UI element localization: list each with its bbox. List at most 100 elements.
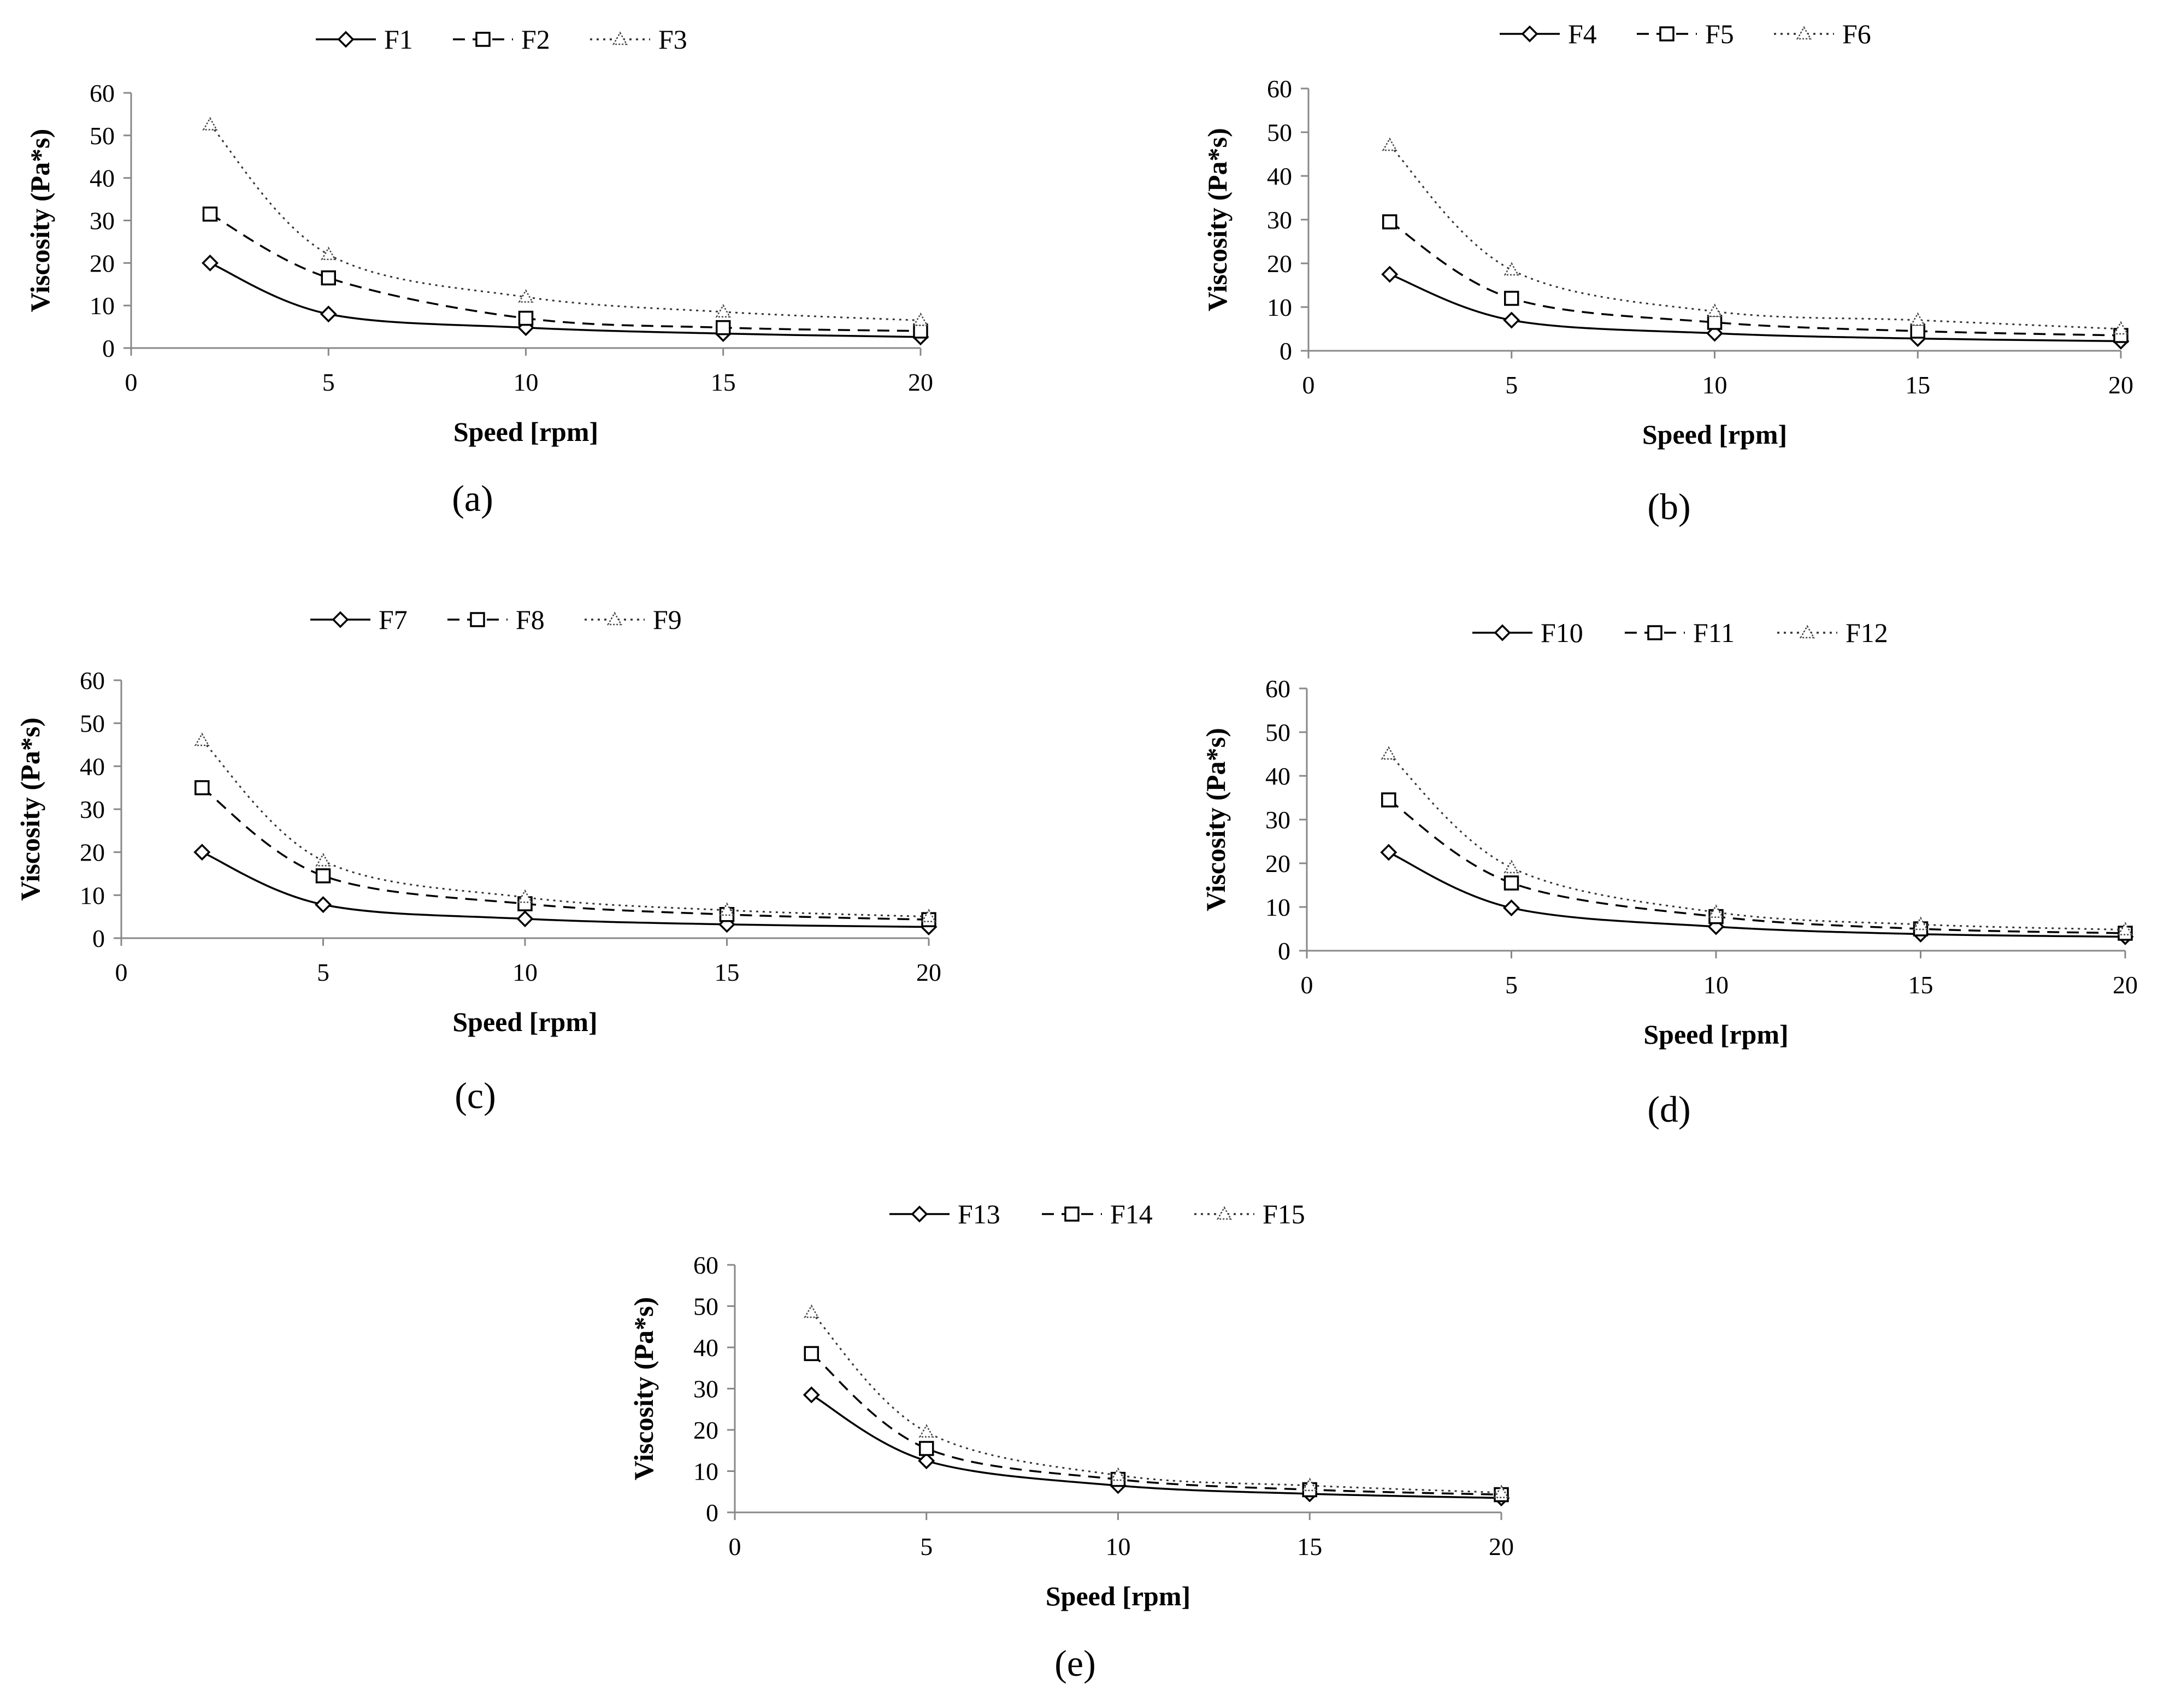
F6-point-3 — [1707, 303, 1723, 317]
legend-label: F10 — [1541, 617, 1583, 648]
x-tick-label: 5 — [1505, 371, 1518, 399]
F13-point-1 — [803, 1386, 820, 1404]
panel-caption: (b) — [1647, 486, 1690, 527]
F6-point-4 — [1910, 312, 1926, 326]
F9-point-1 — [194, 732, 210, 746]
x-tick-label: 5 — [920, 1533, 933, 1560]
y-tick-label: 0 — [102, 334, 115, 362]
series-F14 — [804, 1346, 1509, 1503]
legend-item-F13: F13 — [889, 1199, 1000, 1229]
legend-marker — [1216, 1206, 1233, 1220]
chart-legend: F1 F2 F3 — [316, 24, 687, 55]
chart-legend: F13 F14 F15 — [889, 1199, 1305, 1229]
legend-marker — [1494, 624, 1511, 641]
y-tick-label: 50 — [80, 710, 105, 738]
legend-marker — [470, 612, 485, 627]
F14-point-2 — [919, 1441, 934, 1456]
x-tick-label: 5 — [1505, 971, 1518, 999]
series-F1-line — [209, 262, 921, 338]
legend-item-F14: F14 — [1042, 1199, 1153, 1229]
x-axis-title: Speed [rpm] — [1046, 1581, 1190, 1611]
x-tick-label: 20 — [908, 368, 933, 396]
legend-marker — [337, 31, 355, 48]
F10-point-1 — [1380, 844, 1398, 861]
y-tick-label: 40 — [1265, 762, 1290, 790]
F9-point-5 — [921, 909, 937, 922]
y-tick-label: 60 — [80, 667, 105, 694]
y-tick-label: 20 — [1265, 850, 1290, 877]
y-tick-label: 60 — [693, 1251, 718, 1279]
y-tick-label: 20 — [80, 839, 105, 867]
legend-marker — [1647, 625, 1662, 640]
legend-marker — [1799, 625, 1815, 639]
x-tick-label: 10 — [1702, 371, 1727, 399]
chart-panel-e: 0 10 20 30 40 50 60 0 5 10 15 20 Speed [rpm] Viscosit… — [628, 1199, 1514, 1684]
F5-point-2 — [1504, 291, 1519, 306]
series-F1 — [202, 254, 929, 346]
F7-point-3 — [516, 910, 534, 928]
F3-point-3 — [518, 289, 534, 303]
F8-point-1 — [194, 780, 210, 796]
legend-label: F4 — [1568, 19, 1597, 49]
y-tick-label: 60 — [1265, 675, 1290, 703]
series-F6 — [1382, 137, 2129, 335]
series-F11 — [1381, 792, 2133, 941]
F3-point-4 — [715, 304, 731, 318]
y-tick-label: 20 — [90, 249, 115, 277]
F5-point-4 — [1910, 323, 1925, 339]
F12-point-1 — [1381, 746, 1396, 760]
x-tick-label: 0 — [1301, 971, 1313, 999]
series-F14-line — [811, 1352, 1502, 1496]
y-tick-label: 60 — [1267, 75, 1292, 103]
legend-label: F13 — [958, 1199, 1000, 1229]
F5-point-3 — [1707, 315, 1723, 330]
series-F8 — [194, 780, 936, 927]
legend-label: F3 — [658, 24, 687, 55]
x-tick-label: 15 — [715, 958, 740, 986]
legend-label: F9 — [653, 604, 682, 635]
series-F13 — [803, 1386, 1510, 1507]
series-F6-line — [1389, 144, 2121, 330]
x-tick-label: 15 — [711, 368, 736, 396]
y-tick-label: 40 — [80, 752, 105, 780]
y-tick-label: 20 — [1267, 250, 1292, 278]
y-tick-label: 10 — [1267, 293, 1292, 321]
F6-point-1 — [1382, 137, 1398, 151]
series-F3 — [202, 116, 929, 326]
y-tick-label: 0 — [706, 1499, 718, 1527]
legend-item-F12: F12 — [1777, 617, 1888, 648]
legend-label: F5 — [1705, 19, 1734, 49]
legend-item-F5: F5 — [1637, 19, 1734, 49]
x-tick-label: 0 — [1302, 371, 1315, 399]
legend-item-F1: F1 — [316, 24, 413, 55]
x-axis-title: Speed [rpm] — [1642, 419, 1787, 450]
y-tick-label: 50 — [693, 1293, 718, 1321]
F2-point-1 — [202, 207, 218, 222]
y-axis-title: Viscosity (Pa*s) — [25, 129, 55, 313]
y-tick-label: 0 — [1278, 937, 1290, 965]
x-tick-label: 10 — [512, 958, 538, 986]
legend-marker — [606, 611, 623, 626]
chart-legend: F4 F5 F6 — [1500, 19, 1871, 49]
chart-panel-c: 0 10 20 30 40 50 60 0 5 10 15 20 Speed [rpm] Viscosit… — [15, 604, 941, 1116]
legend-label: F14 — [1110, 1199, 1153, 1229]
series-F15-line — [811, 1311, 1502, 1494]
F4-point-1 — [1381, 266, 1399, 283]
chart-legend: F10 F11 F12 — [1472, 617, 1888, 648]
series-F10-line — [1388, 851, 2126, 938]
legend-label: F12 — [1845, 617, 1888, 648]
chart-legend: F7 F8 F9 — [310, 604, 682, 635]
F2-point-3 — [518, 310, 534, 326]
F1-point-2 — [320, 305, 337, 323]
panel-caption: (e) — [1054, 1642, 1095, 1684]
F11-point-2 — [1503, 875, 1519, 891]
series-F7 — [193, 844, 938, 936]
legend-item-F9: F9 — [585, 604, 682, 635]
y-tick-label: 40 — [693, 1334, 718, 1362]
legend-marker — [1796, 26, 1812, 40]
y-axis-title: Viscosity (Pa*s) — [628, 1297, 659, 1481]
legend-item-F11: F11 — [1625, 617, 1735, 648]
legend-label: F8 — [516, 604, 545, 635]
y-tick-label: 60 — [90, 79, 115, 107]
legend-marker — [911, 1205, 928, 1223]
